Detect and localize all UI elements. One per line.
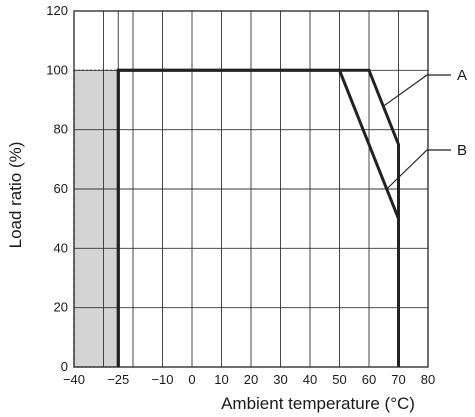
annotation-label-b: B: [457, 142, 467, 159]
x-tick-label: 20: [244, 372, 258, 387]
y-tick-label: 100: [46, 62, 68, 77]
annotation-label-a: A: [457, 67, 467, 84]
x-tick-label: 60: [362, 372, 376, 387]
x-tick-label: 10: [214, 372, 228, 387]
y-tick-label: 0: [61, 359, 68, 374]
y-tick-label: 60: [54, 181, 68, 196]
y-tick-label: 80: [54, 122, 68, 137]
x-tick-label: 40: [303, 372, 317, 387]
grid-layer: [73, 10, 429, 368]
x-tick-label: 50: [332, 372, 346, 387]
x-tick-label: −10: [151, 372, 173, 387]
y-tick-label: 20: [54, 300, 68, 315]
y-tick-label: 40: [54, 240, 68, 255]
leader-line-b: [386, 149, 451, 190]
leader-line-a: [383, 74, 451, 107]
y-axis-label: Load ratio (%): [6, 142, 25, 249]
tick-label-layer: −40 −25 −10 0 10 20 30 40 50 60 70 80 0 20 40 60 80 100 12…: [46, 3, 435, 387]
y-tick-label: 120: [46, 3, 68, 18]
plot-frame: [73, 10, 429, 368]
x-tick-label: 0: [188, 372, 195, 387]
x-axis-label: Ambient temperature (°C): [221, 394, 415, 413]
x-tick-label: 30: [273, 372, 287, 387]
x-tick-label: −25: [107, 372, 129, 387]
x-tick-label: 70: [391, 372, 405, 387]
x-tick-label: 80: [421, 372, 435, 387]
series-layer: [116, 68, 400, 367]
shaded-region-layer: [73, 69, 119, 368]
annotation-layer: AB: [383, 67, 467, 190]
shaded-region: [73, 69, 119, 368]
x-tick-label: −40: [63, 372, 85, 387]
series-line-b: [116, 68, 400, 367]
